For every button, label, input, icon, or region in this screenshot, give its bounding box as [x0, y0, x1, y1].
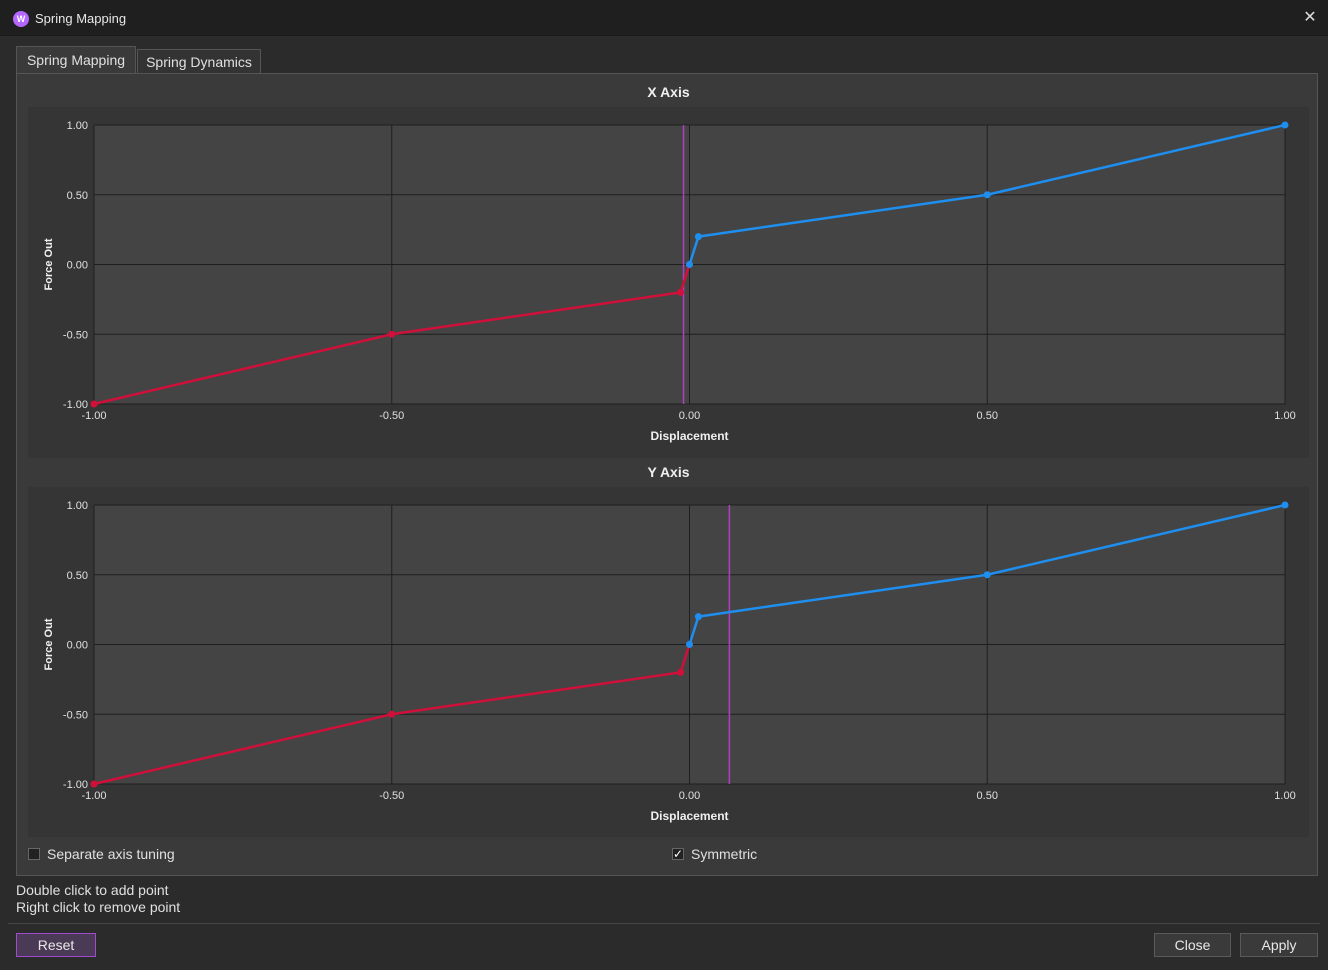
title-bar: W Spring Mapping ✕ — [0, 0, 1328, 36]
y-axis-xlabel: Displacement — [650, 809, 728, 823]
y-axis-positive-point-2 — [983, 571, 991, 579]
x-axis-positive-point-2 — [983, 191, 991, 199]
x-axis-negative-series-line — [93, 264, 691, 406]
x-axis-positive-point-0 — [686, 261, 693, 268]
x-axis-ytick-label: -1.00 — [63, 399, 88, 411]
y-axis-positive-series-line — [688, 503, 1286, 645]
y-axis-ytick-label: 0.50 — [67, 570, 88, 582]
y-axis-ytick-label: 1.00 — [67, 500, 88, 512]
apply-button[interactable]: Apply — [1240, 933, 1318, 957]
y-axis-plot[interactable]: -1.00 -0.50 0.00 0.50 1.00 1.00 0.50 0.00 -0.50 -… — [28, 487, 1309, 837]
y-axis-positive-point-0 — [686, 641, 693, 648]
y-axis-chart-title: Y Axis — [647, 464, 690, 480]
symmetric-checkbox[interactable]: ✓ — [672, 847, 684, 861]
x-axis-ylabel: Force Out — [43, 238, 55, 290]
y-axis-xtick-label: -0.50 — [379, 790, 404, 802]
reset-button[interactable]: Reset — [16, 933, 96, 957]
check-icon: ✓ — [672, 847, 684, 861]
y-axis-negative-point-0 — [90, 780, 98, 788]
y-axis-negative-point-1 — [388, 710, 396, 718]
close-button[interactable]: Close — [1154, 933, 1231, 957]
x-axis-positive-series-line — [688, 123, 1286, 265]
x-axis-xtick-label: -0.50 — [379, 410, 404, 422]
x-axis-xtick-label: 0.50 — [977, 410, 998, 422]
x-axis-ytick-label: 1.00 — [67, 120, 88, 132]
x-axis-ytick-label: -0.50 — [63, 329, 88, 341]
symmetric-label: Symmetric — [691, 846, 758, 862]
x-axis-plot[interactable]: -1.00 -0.50 0.00 0.50 1.00 1.00 0.50 0.00 -0.50 -… — [28, 107, 1309, 458]
x-axis-negative-point-2 — [677, 288, 685, 296]
x-axis-chart-title: X Axis — [647, 84, 690, 100]
separate-axis-checkbox[interactable] — [28, 848, 40, 860]
tab-spring-mapping[interactable]: Spring Mapping — [16, 46, 136, 75]
y-axis-negative-series-line — [93, 644, 691, 786]
x-axis-negative-point-0 — [90, 400, 98, 408]
tab-spring-dynamics[interactable]: Spring Dynamics — [137, 49, 261, 74]
y-axis-ylabel: Force Out — [43, 618, 55, 670]
y-axis-negative-point-2 — [677, 668, 685, 676]
x-axis-ytick-label: 0.00 — [67, 260, 88, 272]
spring-mapping-panel: X Axis -1.00 -0.50 0.00 0.50 1.00 1.00 0.50 0.0… — [16, 73, 1318, 876]
x-axis-positive-point-1 — [694, 233, 702, 241]
y-axis-xtick-label: -1.00 — [81, 790, 106, 802]
symmetric-option[interactable]: ✓ Symmetric — [672, 846, 757, 862]
wooting-logo-icon: W — [13, 11, 29, 27]
close-icon[interactable]: ✕ — [1303, 9, 1317, 26]
y-axis-ytick-label: -1.00 — [63, 779, 88, 791]
separate-axis-label: Separate axis tuning — [47, 846, 175, 862]
y-axis-xtick-label: 1.00 — [1274, 790, 1295, 802]
x-axis-ytick-label: 0.50 — [67, 190, 88, 202]
y-axis-ytick-label: -0.50 — [63, 709, 88, 721]
x-axis-xtick-label: -1.00 — [81, 410, 106, 422]
hint-add-point: Double click to add point — [16, 882, 169, 898]
y-axis-xtick-label: 0.50 — [977, 790, 998, 802]
y-axis-positive-point-1 — [694, 613, 702, 621]
y-axis-positive-point-3 — [1281, 501, 1289, 509]
x-axis-xtick-label: 1.00 — [1274, 410, 1295, 422]
divider — [8, 923, 1320, 924]
x-axis-positive-point-3 — [1281, 121, 1289, 129]
y-axis-ytick-label: 0.00 — [67, 640, 88, 652]
separate-axis-option[interactable]: Separate axis tuning — [28, 846, 175, 862]
x-axis-negative-point-1 — [388, 330, 396, 338]
y-axis-xtick-label: 0.00 — [679, 790, 700, 802]
hint-remove-point: Right click to remove point — [16, 899, 181, 915]
x-axis-xlabel: Displacement — [650, 429, 728, 443]
window-title: Spring Mapping — [35, 11, 127, 26]
x-axis-xtick-label: 0.00 — [679, 410, 700, 422]
